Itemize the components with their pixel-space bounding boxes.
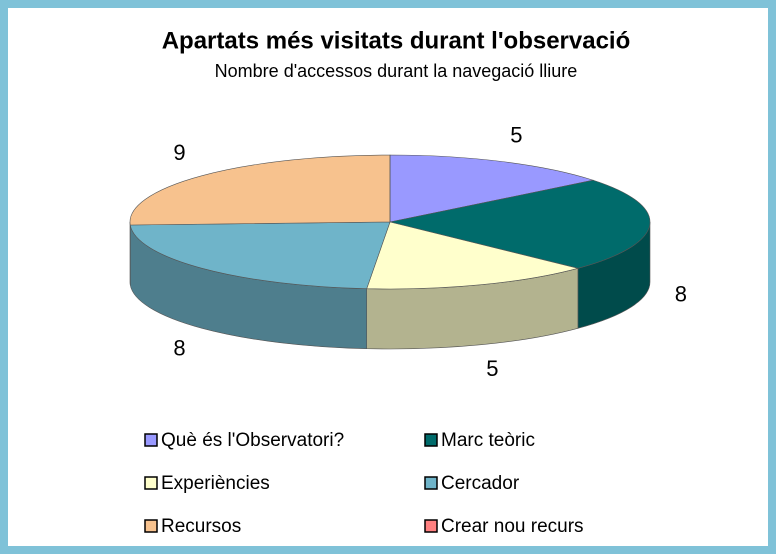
data-label: 5 (510, 122, 522, 147)
legend-swatch (145, 477, 157, 489)
legend-label: Experiències (161, 473, 270, 494)
legend-label: Recursos (161, 516, 241, 537)
chart-subtitle: Nombre d'accessos durant la navegació ll… (215, 61, 578, 81)
legend-label: Cercador (441, 473, 520, 494)
chart-title: Apartats més visitats durant l'observaci… (162, 27, 631, 54)
legend-swatch (145, 434, 157, 446)
legend-label: Què és l'Observatori? (161, 430, 344, 451)
data-label: 8 (675, 282, 687, 307)
data-label: 9 (173, 140, 185, 165)
legend-label: Marc teòric (441, 430, 535, 451)
legend-swatch (425, 434, 437, 446)
legend-swatch (425, 520, 437, 532)
legend-label: Crear nou recurs (441, 516, 584, 537)
legend-swatch (145, 520, 157, 532)
legend-swatch (425, 477, 437, 489)
data-label: 8 (173, 336, 185, 361)
data-label: 5 (486, 356, 498, 381)
